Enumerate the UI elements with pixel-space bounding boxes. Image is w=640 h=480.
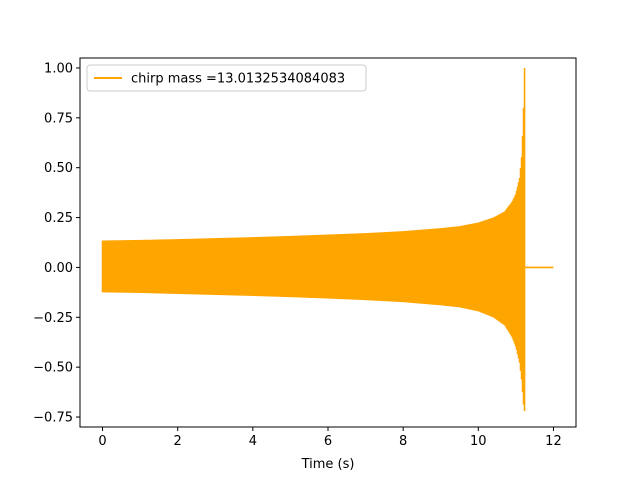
legend-entry-label: chirp mass =13.0132534084083 bbox=[131, 72, 345, 87]
legend-box bbox=[86, 64, 367, 92]
x-axis-ticks: 0 2 4 6 8 10 12 bbox=[98, 427, 562, 449]
y-axis-ticks: −0.75 −0.50 −0.25 0.00 0.25 0.50 0.75 1.00 bbox=[33, 61, 80, 426]
x-axis-label: Time (s) bbox=[301, 457, 355, 472]
series-layer bbox=[101, 67, 554, 412]
x-tick-label: 8 bbox=[399, 434, 407, 449]
y-tick-label: 0.00 bbox=[44, 261, 73, 276]
x-tick-label: 4 bbox=[249, 434, 257, 449]
x-tick-label: 10 bbox=[470, 434, 487, 449]
y-tick-label: 0.25 bbox=[44, 211, 73, 226]
y-tick-label: −0.50 bbox=[33, 361, 73, 376]
y-tick-label: −0.75 bbox=[33, 411, 73, 426]
x-tick-label: 2 bbox=[174, 434, 182, 449]
chirp-waveform-line bbox=[101, 67, 526, 412]
x-tick-label: 12 bbox=[545, 434, 562, 449]
y-tick-label: 0.50 bbox=[44, 161, 73, 176]
x-tick-label: 6 bbox=[324, 434, 332, 449]
y-tick-label: 1.00 bbox=[44, 61, 73, 76]
x-tick-label: 0 bbox=[98, 434, 106, 449]
y-tick-label: −0.25 bbox=[33, 311, 73, 326]
legend: chirp mass =13.0132534084083 bbox=[86, 64, 367, 92]
y-tick-label: 0.75 bbox=[44, 111, 73, 126]
